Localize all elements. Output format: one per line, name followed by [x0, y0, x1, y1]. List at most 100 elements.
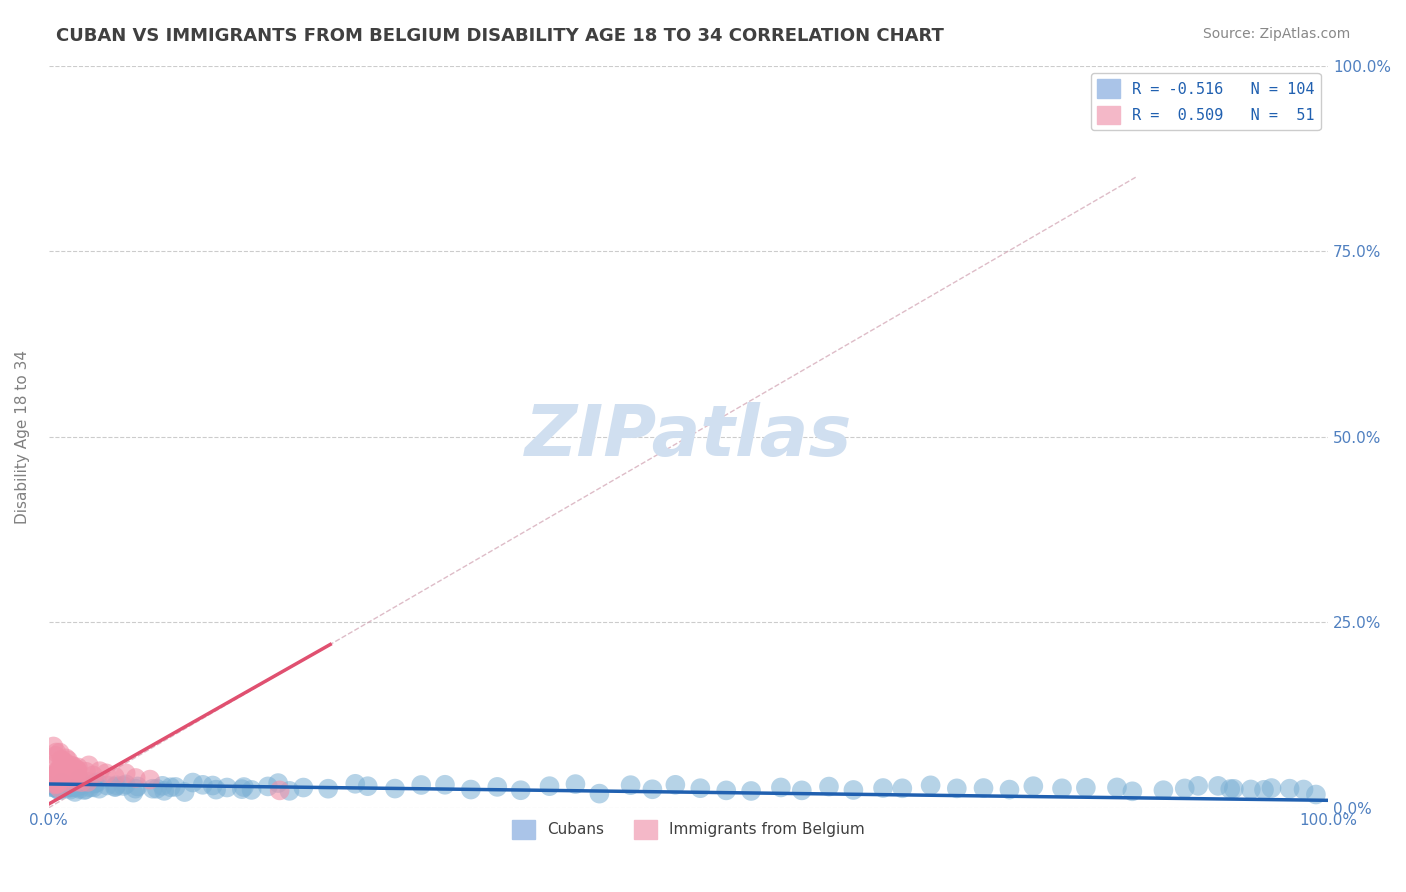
Y-axis label: Disability Age 18 to 34: Disability Age 18 to 34 [15, 350, 30, 524]
Point [48, 761, 70, 775]
Point [433, 778, 456, 792]
Point [486, 780, 509, 794]
Point [89, 781, 111, 796]
Point [83, 780, 105, 795]
Point [1260, 780, 1282, 795]
Point [1219, 782, 1241, 797]
Point [1278, 781, 1301, 796]
Point [53, 779, 76, 793]
Point [1121, 784, 1143, 798]
Point [205, 782, 228, 797]
Point [66, 763, 89, 777]
Point [39, 771, 62, 785]
Point [59, 780, 82, 794]
Point [1253, 782, 1275, 797]
Point [146, 781, 169, 796]
Point [689, 781, 711, 796]
Point [384, 781, 406, 796]
Point [48, 781, 70, 796]
Point [1074, 780, 1097, 795]
Point [51, 753, 73, 767]
Point [269, 783, 291, 797]
Point [114, 777, 136, 791]
Point [42, 757, 65, 772]
Text: Source: ZipAtlas.com: Source: ZipAtlas.com [1202, 27, 1350, 41]
Point [1223, 781, 1246, 796]
Point [104, 770, 127, 784]
Point [51, 769, 73, 783]
Point [51, 772, 73, 786]
Point [77, 758, 100, 772]
Point [231, 782, 253, 797]
Point [48, 779, 70, 793]
Point [79, 780, 101, 795]
Point [46, 764, 69, 779]
Point [564, 777, 586, 791]
Point [998, 782, 1021, 797]
Point [46, 773, 69, 788]
Point [173, 785, 195, 799]
Point [872, 780, 894, 795]
Point [278, 784, 301, 798]
Point [538, 779, 561, 793]
Point [48, 746, 70, 760]
Point [45, 746, 67, 760]
Point [122, 786, 145, 800]
Point [716, 783, 738, 797]
Point [46, 776, 69, 790]
Point [588, 787, 610, 801]
Point [316, 781, 339, 796]
Point [240, 783, 263, 797]
Point [1305, 788, 1327, 802]
Point [215, 780, 238, 795]
Point [37, 779, 59, 793]
Point [292, 780, 315, 795]
Point [46, 780, 69, 794]
Legend: Cubans, Immigrants from Belgium: Cubans, Immigrants from Belgium [506, 814, 872, 845]
Point [65, 774, 87, 789]
Point [75, 782, 97, 797]
Point [52, 780, 75, 795]
Point [411, 778, 433, 792]
Point [70, 778, 93, 792]
Point [41, 780, 63, 795]
Point [82, 768, 104, 782]
Point [1174, 781, 1197, 796]
Point [62, 759, 84, 773]
Point [1022, 779, 1045, 793]
Point [818, 780, 841, 794]
Point [460, 782, 482, 797]
Point [946, 781, 969, 796]
Point [60, 771, 83, 785]
Point [201, 779, 224, 793]
Point [69, 772, 91, 787]
Point [49, 763, 72, 777]
Point [42, 770, 65, 784]
Point [139, 772, 162, 787]
Point [55, 751, 77, 765]
Point [124, 771, 146, 785]
Point [1240, 782, 1263, 797]
Point [59, 782, 82, 797]
Point [55, 780, 77, 794]
Point [1206, 779, 1229, 793]
Point [641, 782, 664, 797]
Point [1292, 782, 1315, 797]
Point [48, 781, 70, 796]
Point [973, 780, 995, 795]
Point [740, 784, 762, 798]
Point [44, 768, 66, 782]
Point [65, 780, 87, 795]
Point [159, 780, 181, 795]
Point [58, 762, 80, 776]
Point [46, 782, 69, 797]
Point [58, 774, 80, 789]
Point [664, 778, 686, 792]
Point [45, 780, 67, 795]
Point [89, 764, 111, 779]
Point [153, 784, 176, 798]
Point [66, 764, 89, 778]
Text: ZIPatlas: ZIPatlas [524, 402, 852, 471]
Point [1050, 781, 1073, 796]
Point [620, 778, 643, 792]
